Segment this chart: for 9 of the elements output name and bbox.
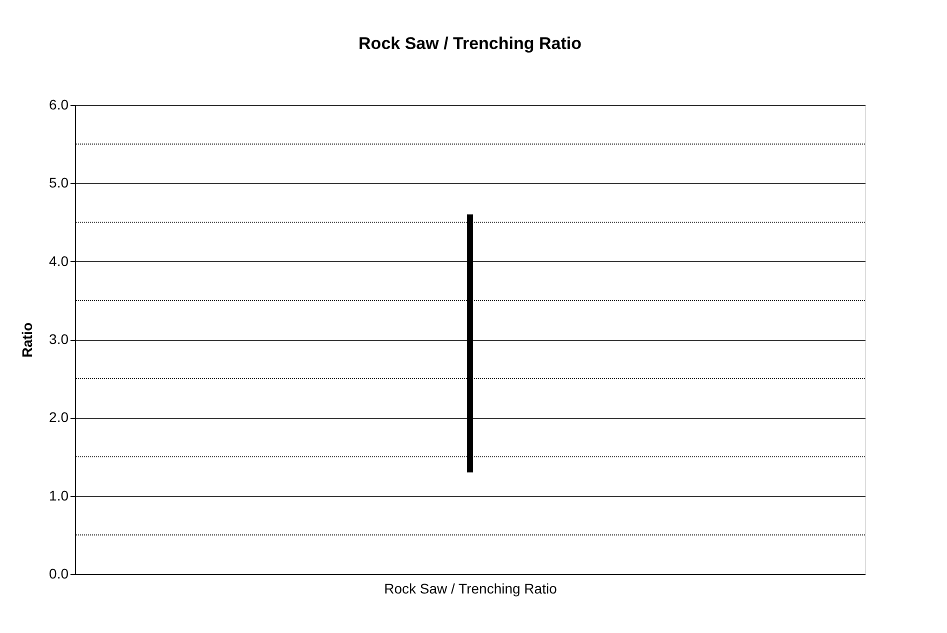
y-tick-label: 1.0 [49, 487, 69, 504]
y-tick-label: 0.0 [49, 566, 69, 582]
y-axis-title: Ratio [19, 322, 36, 358]
y-tick-label: 5.0 [49, 174, 69, 191]
y-tick-label: 4.0 [49, 252, 69, 269]
y-tick-label: 3.0 [49, 331, 69, 347]
y-tick-label: 2.0 [49, 409, 69, 426]
y-tick-label: 6.0 [49, 96, 69, 112]
chart-title: Rock Saw / Trenching Ratio [358, 34, 582, 53]
